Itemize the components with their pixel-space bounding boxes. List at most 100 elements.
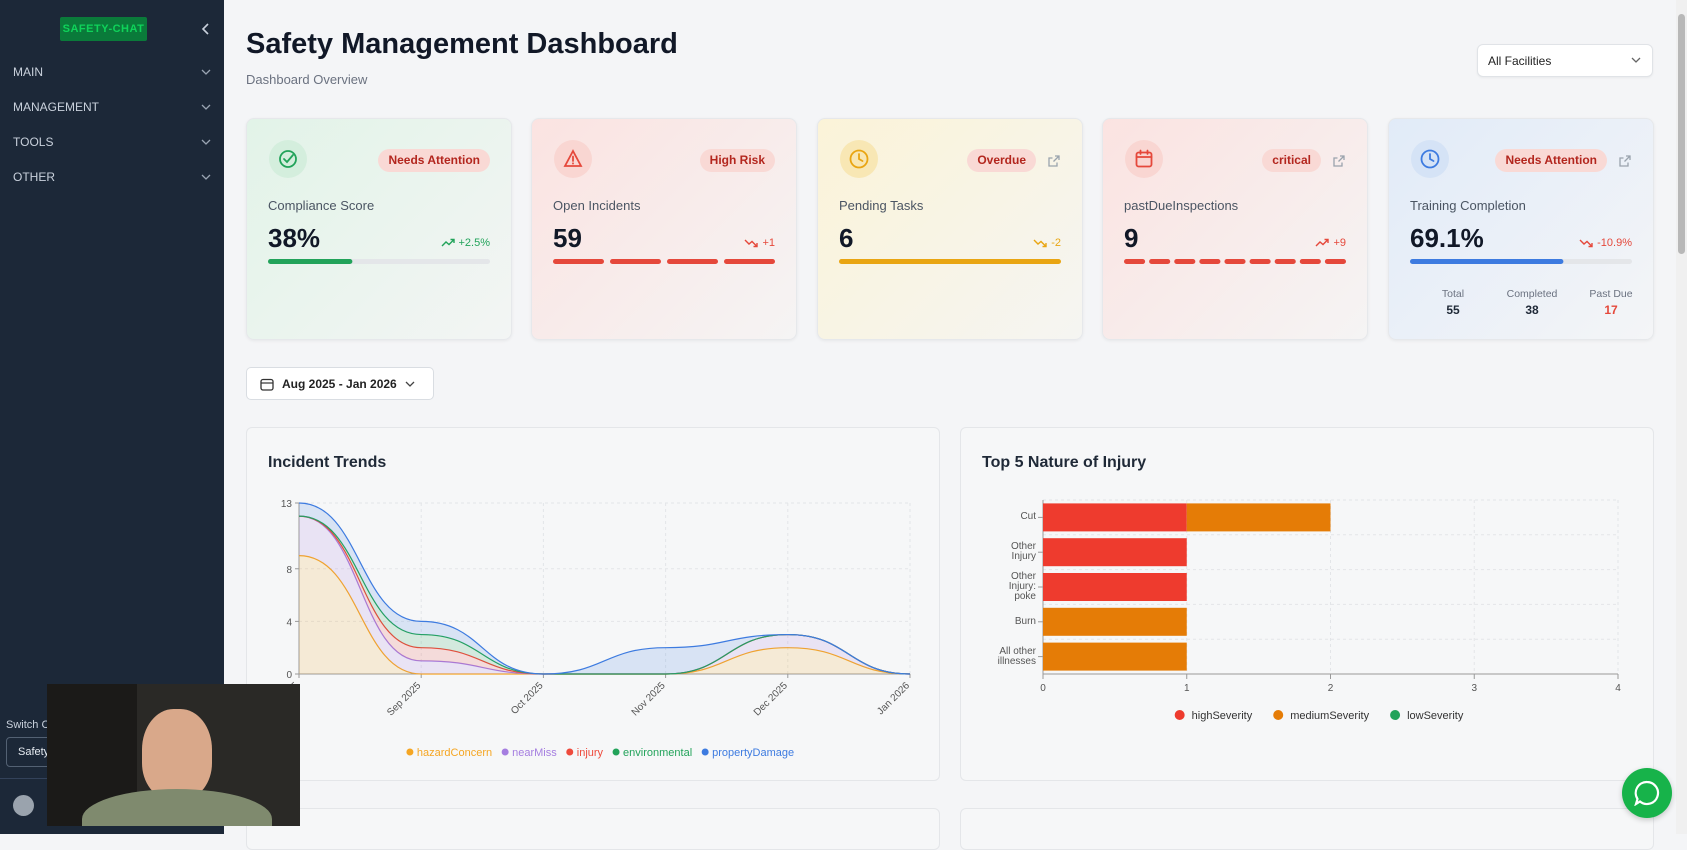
y-tick-label: Burn	[1014, 615, 1036, 627]
icon-shape	[1634, 780, 1660, 806]
dropdown-icon	[1631, 57, 1641, 63]
trend-icon	[1033, 239, 1047, 248]
stat-label: Total	[1441, 288, 1465, 300]
kpi-card: High Risk Open Incidents 59 +1	[531, 118, 797, 340]
icon-shape	[1048, 155, 1060, 167]
trend-value: -10.9%	[1597, 237, 1632, 249]
chevron-icon	[201, 139, 211, 145]
card-label: Open Incidents	[553, 198, 641, 213]
icon-shape	[858, 153, 864, 162]
x-tick-label: Sep 2025	[385, 680, 423, 718]
status-badge: Needs Attention	[378, 149, 490, 172]
trend-value: +2.5%	[458, 237, 491, 249]
trend-icon	[441, 238, 455, 247]
chart-panel: Top 5 Nature of Injury 0 1 2 3 4 highSeverity…	[960, 427, 1654, 781]
trend-value: +1	[762, 237, 775, 249]
progress-bar	[553, 259, 775, 264]
icon-shape	[201, 174, 211, 180]
progress-segment	[724, 259, 775, 264]
chevron-icon	[201, 174, 211, 180]
kpi-card: critical pastDueInspections 9 +9	[1102, 118, 1368, 340]
facility-select[interactable]: All Facilities	[1477, 44, 1653, 77]
card-value: 69.1%	[1410, 223, 1484, 253]
y-tick-label: 0	[286, 670, 292, 681]
x-tick-label: Oct 2025	[509, 680, 546, 717]
external-link[interactable]	[1332, 154, 1346, 168]
trend-value: -2	[1051, 237, 1061, 249]
icon-shape	[1135, 151, 1153, 168]
trend: +2.5%	[441, 237, 491, 249]
video-overlay	[47, 684, 300, 826]
icon-shape	[849, 149, 869, 169]
chevron-icon	[405, 381, 415, 387]
card-value: 9	[1124, 223, 1139, 253]
x-tick-label: Dec 2025	[752, 680, 790, 718]
x-tick-label: 1	[1184, 683, 1190, 694]
nav-label: MANAGEMENT	[13, 100, 100, 114]
bar-segment	[1043, 503, 1187, 532]
legend-label: propertyDamage	[712, 747, 794, 759]
card-icon	[1125, 140, 1163, 178]
facility-value: All Facilities	[1488, 54, 1552, 68]
card-value: 6	[839, 223, 854, 253]
nav-item[interactable]: TOOLS	[13, 127, 211, 157]
video-face	[142, 709, 212, 799]
x-tick-label: Nov 2025	[630, 680, 668, 718]
x-tick-label: 3	[1471, 683, 1477, 694]
chevron-icon	[201, 104, 211, 110]
nav-item[interactable]: OTHER	[13, 162, 211, 192]
card-icon	[554, 140, 592, 178]
date-range-picker[interactable]: Aug 2025 - Jan 2026	[246, 367, 434, 400]
external-link[interactable]	[1047, 154, 1061, 168]
progress-bar	[1410, 259, 1632, 264]
icon-shape	[1315, 238, 1330, 247]
legend-label: lowSeverity	[1407, 710, 1464, 722]
scrollbar-thumb[interactable]	[1678, 14, 1685, 254]
progress-bar	[1124, 259, 1346, 264]
icon-shape	[1579, 239, 1593, 248]
legend-marker	[1174, 710, 1185, 720]
y-tick-label: 13	[281, 499, 293, 510]
x-tick-label: 0	[1040, 683, 1046, 694]
chart-panel	[960, 808, 1654, 850]
chart-panel	[246, 808, 940, 850]
status-badge: critical	[1262, 149, 1321, 172]
progress-bar	[268, 259, 490, 264]
legend-label: nearMiss	[512, 747, 557, 759]
card-label: Compliance Score	[268, 198, 375, 213]
collapse-button[interactable]	[200, 22, 212, 36]
area-fill	[299, 503, 910, 674]
area-fill	[299, 516, 910, 674]
kpi-card: Needs Attention Training Completion 69.1% -…	[1388, 118, 1654, 340]
icon-shape	[1033, 239, 1047, 248]
bar-segment	[1043, 607, 1187, 636]
bar-segment	[1043, 573, 1187, 601]
x-tick-label: 4	[1615, 683, 1621, 694]
progress-segment	[1174, 259, 1196, 264]
icon-shape	[201, 139, 211, 145]
logo: SAFETY-CHAT	[60, 17, 147, 41]
kpi-card: Needs Attention Compliance Score 38% +2.5%	[246, 118, 512, 340]
page-title: Safety Management Dashboard	[246, 28, 678, 60]
icon-shape	[1420, 149, 1440, 169]
trend: -10.9%	[1579, 237, 1632, 249]
progress-segment	[1249, 259, 1271, 264]
nav-label: OTHER	[13, 170, 55, 184]
y-tick-label: All other illnesses	[997, 645, 1036, 667]
legend-label: injury	[577, 747, 604, 759]
legend-label: hazardConcern	[417, 747, 492, 759]
trend-icon	[1315, 238, 1330, 247]
bar-segment	[1186, 503, 1331, 532]
trend: -2	[1033, 237, 1061, 249]
progress-segment	[553, 259, 604, 264]
external-link[interactable]	[1618, 154, 1632, 168]
kpi-card: Overdue Pending Tasks 6 -2	[817, 118, 1083, 340]
nav-item[interactable]: MAIN	[13, 57, 211, 87]
stat-value: 55	[1446, 303, 1460, 317]
chat-button[interactable]	[1622, 768, 1672, 818]
chat-icon	[1634, 780, 1660, 806]
progress-segment	[1299, 259, 1321, 264]
nav-item[interactable]: MANAGEMENT	[13, 92, 211, 122]
y-tick-label: Other Injury	[1010, 541, 1036, 563]
